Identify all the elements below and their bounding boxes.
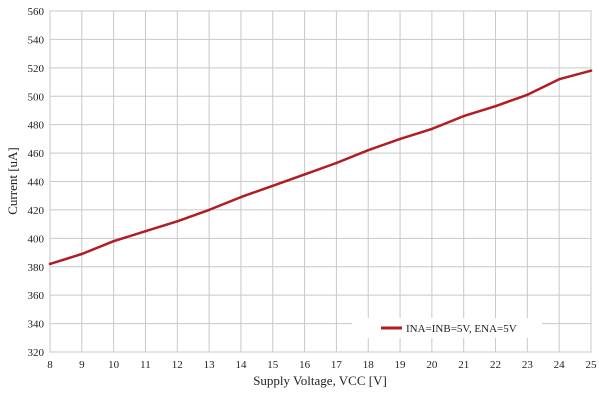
data-point bbox=[398, 137, 402, 141]
y-tick-label: 460 bbox=[28, 148, 45, 160]
y-tick-label: 540 bbox=[28, 34, 45, 46]
data-point bbox=[144, 229, 147, 233]
y-axis-title: Current [uA] bbox=[5, 147, 20, 215]
x-tick-label: 21 bbox=[458, 359, 469, 371]
x-tick-label: 23 bbox=[522, 359, 534, 371]
y-tick-label: 320 bbox=[28, 347, 45, 359]
data-point bbox=[80, 252, 84, 256]
x-tick-label: 8 bbox=[47, 359, 53, 371]
data-point bbox=[526, 93, 529, 97]
y-tick-label: 520 bbox=[28, 63, 45, 75]
y-tick-label: 500 bbox=[28, 91, 45, 103]
x-tick-label: 14 bbox=[235, 359, 247, 371]
x-tick-label: 15 bbox=[267, 359, 279, 371]
data-point bbox=[48, 262, 52, 266]
data-point bbox=[430, 127, 434, 131]
x-tick-label: 9 bbox=[79, 359, 85, 371]
x-tick-label: 11 bbox=[140, 359, 151, 371]
y-tick-label: 400 bbox=[28, 233, 45, 245]
x-tick-label: 25 bbox=[586, 359, 598, 371]
data-point bbox=[175, 219, 179, 223]
legend-box bbox=[352, 318, 542, 338]
y-tick-label: 420 bbox=[28, 205, 45, 217]
x-tick-label: 18 bbox=[363, 359, 375, 371]
grid-lines bbox=[49, 10, 592, 353]
x-tick-label: 20 bbox=[426, 359, 438, 371]
y-tick-label: 340 bbox=[28, 319, 45, 331]
data-point bbox=[112, 239, 115, 243]
y-tick-label: 560 bbox=[28, 6, 45, 18]
data-point bbox=[271, 184, 275, 188]
legend: INA=INB=5V, ENA=5V bbox=[352, 318, 542, 338]
data-point bbox=[366, 148, 370, 152]
x-tick-label: 16 bbox=[299, 359, 311, 371]
x-tick-label: 19 bbox=[395, 359, 407, 371]
data-point bbox=[589, 69, 593, 72]
x-tick-label: 17 bbox=[331, 359, 343, 371]
data-point bbox=[462, 114, 466, 118]
x-tick-label: 10 bbox=[108, 359, 120, 371]
data-point bbox=[207, 208, 211, 212]
x-tick-label: 13 bbox=[204, 359, 216, 371]
data-point bbox=[239, 195, 243, 199]
data-point bbox=[557, 77, 561, 81]
legend-label: INA=INB=5V, ENA=5V bbox=[406, 323, 517, 335]
data-point bbox=[303, 173, 306, 176]
x-tick-label: 24 bbox=[554, 359, 566, 371]
x-tick-label: 12 bbox=[172, 359, 183, 371]
y-tick-label: 380 bbox=[28, 262, 45, 274]
series-line bbox=[49, 69, 592, 266]
x-axis-title: Supply Voltage, VCC [V] bbox=[253, 373, 387, 388]
y-tick-label: 360 bbox=[28, 290, 45, 302]
y-tick-label: 440 bbox=[28, 177, 45, 189]
data-point bbox=[494, 104, 497, 108]
x-tick-label: 22 bbox=[490, 359, 501, 371]
data-point bbox=[335, 161, 338, 165]
series-lines bbox=[48, 69, 593, 266]
tick-labels: 8 9 10 11 12 13 14 15 16 17 18 19 20 21 22 23 24 25 320 340… bbox=[28, 6, 598, 371]
y-tick-label: 480 bbox=[28, 120, 45, 132]
